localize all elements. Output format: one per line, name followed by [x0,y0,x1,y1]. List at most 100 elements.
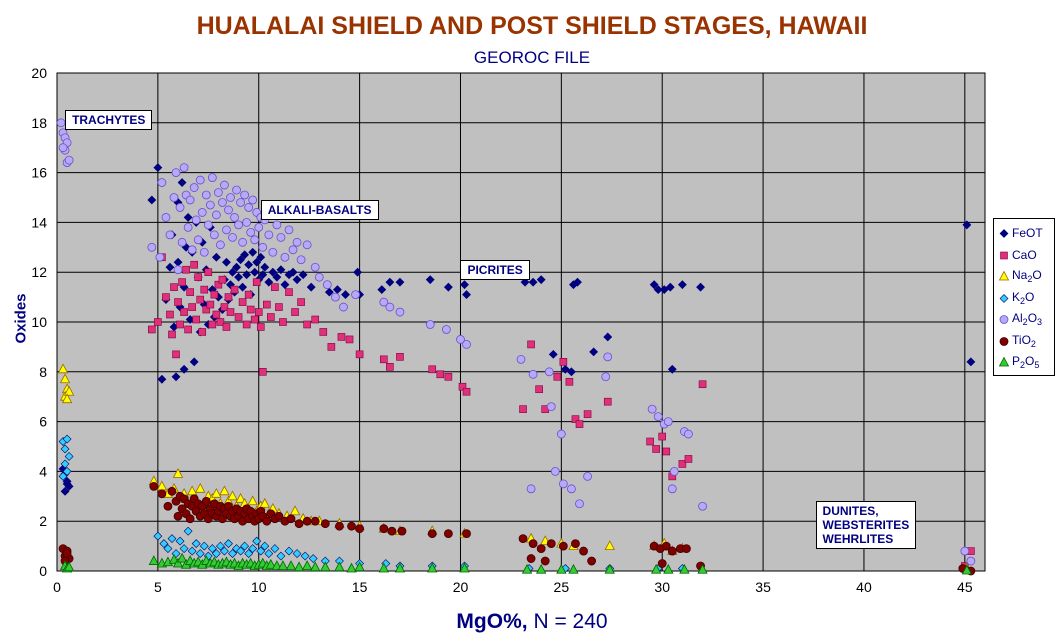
data-point [195,482,206,493]
data-point [341,290,350,300]
data-point [653,285,663,295]
data-point [207,544,217,554]
data-point [568,563,579,574]
data-point [385,277,395,287]
data-point [230,285,239,294]
data-point [302,240,312,250]
data-point [550,466,560,476]
data-point [62,479,72,489]
x-tick-label: 20 [453,579,469,595]
data-point [58,471,68,481]
data-point [560,364,570,374]
data-point [204,268,213,277]
data-point [657,559,667,568]
data-point [259,497,270,508]
data-point [203,220,213,230]
data-point [285,560,297,570]
data-point [575,420,584,428]
legend-label: TiO2 [1012,332,1036,349]
data-point [395,307,405,317]
data-point [199,541,209,551]
data-point [379,524,389,534]
data-point [211,487,222,498]
data-point [667,364,677,374]
data-point [354,561,365,572]
data-point [228,267,237,277]
data-point [179,364,189,374]
legend-symbol [999,315,1009,324]
data-point [603,332,613,342]
x-tick-label: 10 [251,579,267,595]
annotation-label: PICRITES [460,259,530,280]
data-point [187,546,197,556]
data-point [520,277,530,287]
data-point [175,203,185,212]
data-point [200,285,209,294]
data-point [589,347,599,357]
x-axis-label-main: MgO%, [456,610,528,633]
data-point [558,479,568,489]
data-point [175,536,185,546]
data-point [205,200,215,210]
data-point [220,303,229,311]
data-point [436,370,445,379]
data-point [575,499,584,509]
data-point [57,363,69,374]
data-point [211,252,221,262]
data-point [169,193,179,202]
data-point [254,308,263,316]
x-tick-label: 0 [53,579,61,595]
data-point [394,562,406,573]
data-point [179,163,189,173]
data-point [558,541,568,551]
legend-symbol [1000,251,1008,259]
data-point [171,168,181,178]
legend-label: P2O5 [1012,354,1040,370]
data-point [462,387,471,396]
data-point [314,272,324,282]
data-point [428,365,437,374]
legend-label: K2O [1012,289,1035,306]
data-point [268,267,278,277]
data-point [548,349,558,359]
data-point [63,385,75,396]
data-point [296,255,306,265]
data-point [193,235,203,245]
data-point [197,208,207,217]
legend-label: CaO [1012,247,1037,262]
data-point [171,372,181,382]
data-point [334,561,345,572]
data-point [260,262,270,272]
data-point [659,285,669,295]
data-point [526,484,536,494]
data-point [165,230,175,240]
data-point [271,283,279,291]
data-point [583,471,592,481]
y-tick-label: 18 [31,115,47,131]
data-point [174,298,182,306]
data-point [662,447,671,456]
data-point [518,534,528,544]
series-p2o5 [59,552,973,575]
data-point [521,563,533,574]
data-point [194,273,203,281]
data-point [294,519,304,529]
data-point [339,302,348,312]
legend-item: Na2O [998,266,1042,286]
data-point [536,544,546,553]
y-tick-label: 14 [31,214,47,230]
data-point [234,313,243,321]
data-point [149,481,159,491]
data-point [658,432,667,441]
x-tick-label: 15 [352,579,368,595]
data-point [198,328,207,336]
data-point [201,190,211,200]
series-tio2 [58,481,976,576]
data-point [458,382,467,391]
data-point [678,460,687,468]
data-point [571,415,580,423]
data-point [567,484,576,494]
data-point [272,220,282,230]
data-point [195,175,205,185]
data-point [270,544,280,554]
